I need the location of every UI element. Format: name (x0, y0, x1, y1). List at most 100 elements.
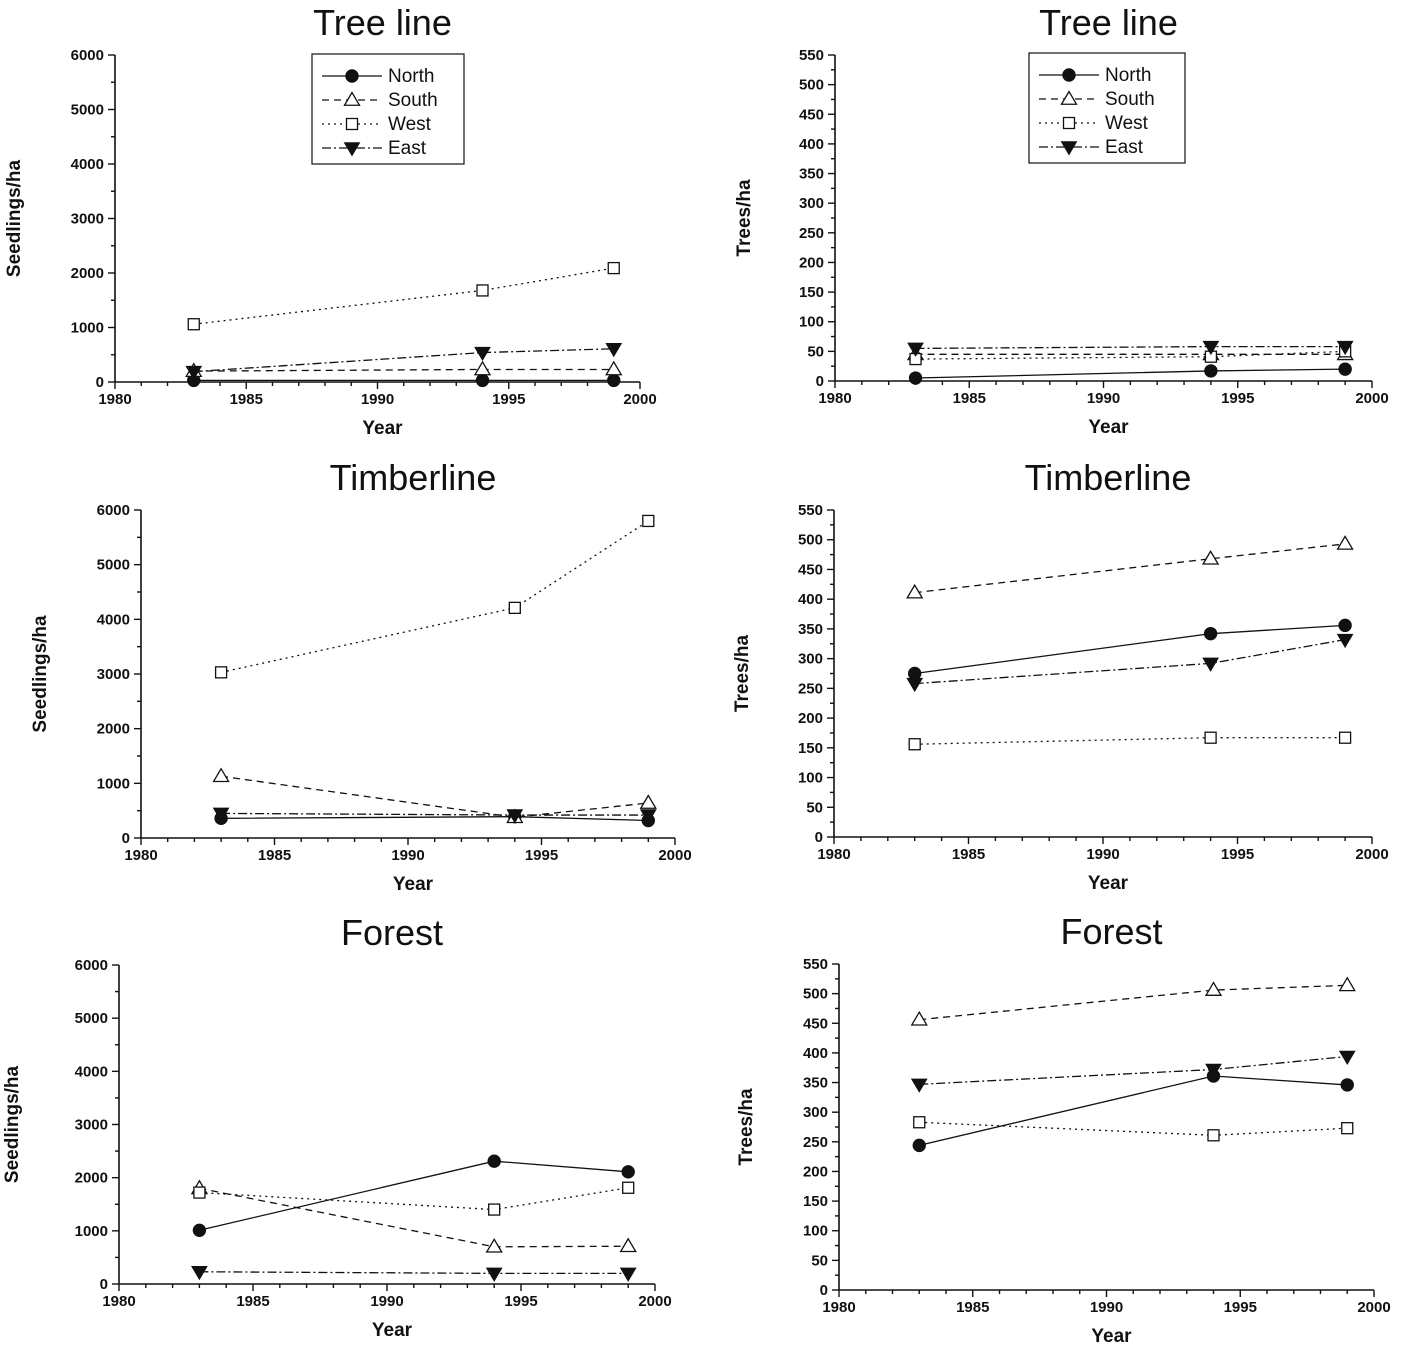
y-tick-label: 0 (816, 373, 824, 390)
y-tick-label: 2000 (97, 721, 130, 738)
y-tick-label: 200 (803, 1163, 828, 1180)
data-point-north (1340, 1078, 1354, 1092)
series-line-west (220, 520, 649, 673)
legend-marker-north (1062, 68, 1076, 82)
legend-marker-west (345, 117, 359, 131)
data-point-west (607, 261, 620, 275)
y-tick-label: 550 (799, 47, 824, 64)
x-axis-label: Year (372, 1320, 413, 1341)
x-tick-label: 1980 (817, 846, 850, 863)
legend-box (1028, 52, 1186, 164)
data-point-west (1204, 731, 1217, 744)
y-tick-label: 150 (803, 1193, 828, 1210)
y-tick-label: 6000 (71, 47, 104, 64)
y-tick-label: 0 (96, 374, 104, 391)
chart-panel-3: Timberline 0 1000 2000 3000 4000 5000 6000 1980 1… (30, 457, 692, 895)
data-point-west (622, 1181, 635, 1194)
data-point-west (476, 284, 489, 297)
data-point-south (605, 360, 623, 376)
chart-panel-6: Forest 0 50 100 150 200 250 300 350 400 450 500 550 1… (736, 911, 1391, 1346)
data-point-south (910, 1010, 928, 1026)
x-tick-label: 1990 (370, 1293, 403, 1310)
data-point-east (605, 343, 623, 358)
series-line-east (193, 348, 614, 373)
data-point-north (908, 666, 922, 681)
data-point-south (485, 1238, 503, 1253)
y-axis-label: Trees/ha (734, 179, 755, 257)
series-south (910, 976, 1356, 1026)
y-tick-label: 50 (807, 343, 824, 360)
x-tick-label: 1980 (98, 391, 131, 408)
x-tick-label: 1990 (1087, 390, 1120, 407)
data-point-east (1336, 633, 1354, 649)
x-tick-label: 1995 (1221, 846, 1254, 863)
legend-marker-north (345, 69, 359, 83)
x-tick-label: 1995 (1221, 390, 1254, 407)
x-tick-label: 1985 (258, 847, 291, 864)
y-tick-label: 0 (122, 830, 130, 847)
series-line-north (914, 624, 1346, 675)
x-tick-label: 2000 (1355, 390, 1388, 407)
y-tick-label: 1000 (97, 775, 130, 792)
y-tick-label: 300 (799, 195, 824, 212)
series-north (214, 809, 655, 828)
legend-label-north: North (1105, 65, 1151, 86)
series-line-west (199, 1187, 629, 1211)
x-tick-label: 1990 (1090, 1299, 1123, 1316)
data-point-north (607, 373, 621, 388)
legend-label-south: South (388, 90, 438, 111)
data-point-north (908, 371, 923, 385)
y-tick-label: 500 (798, 532, 823, 549)
y-tick-label: 400 (798, 591, 823, 608)
series-line-south (919, 984, 1348, 1021)
x-tick-label: 1985 (953, 390, 986, 407)
x-tick-label: 1990 (1086, 846, 1119, 863)
y-tick-label: 500 (803, 986, 828, 1003)
chart-title: Forest (341, 912, 443, 953)
y-tick-label: 100 (803, 1223, 828, 1240)
y-tick-label: 250 (798, 680, 823, 697)
series-north (908, 618, 1352, 681)
data-point-east (1202, 657, 1219, 672)
data-point-south (1204, 981, 1223, 996)
y-axis-label: Seedlings/ha (4, 159, 25, 277)
legend-box (311, 53, 465, 165)
data-point-south (1336, 535, 1354, 550)
legend-marker-south (1060, 90, 1078, 105)
data-point-east (1338, 1050, 1356, 1065)
series-line-north (221, 816, 649, 822)
data-point-south (639, 794, 657, 809)
x-tick-label: 1985 (236, 1293, 269, 1310)
series-line-south (221, 775, 649, 818)
chart-panel-2: Tree line 0 50 100 150 200 250 300 350 400 450 500 5… (734, 2, 1389, 438)
data-point-west (1338, 731, 1352, 744)
y-tick-label: 350 (803, 1075, 828, 1092)
series-west (913, 1116, 1354, 1142)
data-point-east (639, 809, 657, 824)
y-tick-label: 50 (811, 1252, 828, 1269)
y-tick-label: 400 (803, 1045, 828, 1062)
x-axis-label: Year (1091, 1326, 1132, 1346)
x-tick-label: 1995 (525, 847, 558, 864)
series-north (908, 362, 1352, 385)
x-tick-label: 2000 (638, 1293, 671, 1310)
series-line-south (193, 368, 614, 372)
y-tick-label: 400 (799, 136, 824, 153)
data-point-east (212, 807, 230, 822)
y-tick-label: 300 (798, 651, 823, 668)
series-line-south (199, 1187, 629, 1248)
y-axis-label: Seedlings/ha (30, 615, 51, 733)
data-point-west (908, 738, 921, 751)
x-tick-label: 1985 (956, 1299, 989, 1316)
y-tick-label: 5000 (71, 102, 104, 119)
y-tick-label: 3000 (71, 211, 104, 228)
data-point-west (488, 1203, 501, 1216)
series-south (212, 767, 657, 824)
y-tick-label: 200 (798, 710, 823, 727)
x-tick-label: 1980 (822, 1299, 855, 1316)
data-point-north (912, 1138, 926, 1153)
chart-panel-5: Forest 0 1000 2000 3000 4000 5000 6000 1980 1985 1… (2, 912, 672, 1341)
data-point-east (1202, 340, 1220, 356)
